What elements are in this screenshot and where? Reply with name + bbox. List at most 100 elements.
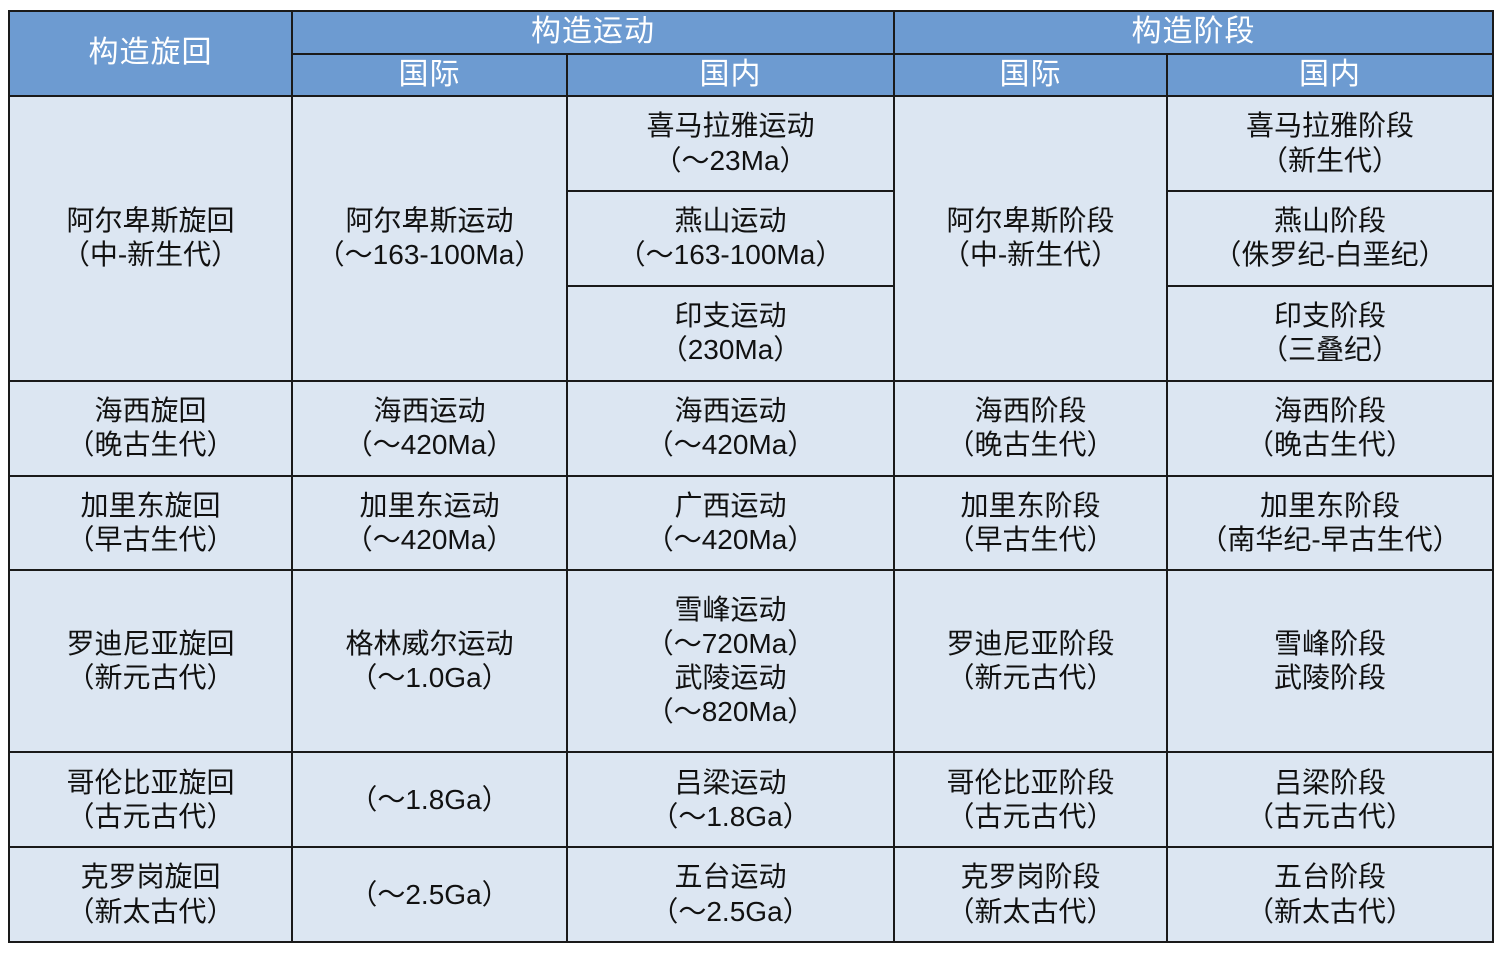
cell-line: 印支阶段 (1273, 300, 1386, 332)
cell-stage-domestic: 五台阶段 （新太古代） (1166, 846, 1494, 943)
cell-movement-domestic: 海西运动 （～420Ma） (566, 379, 895, 477)
cell-line: （～1.8Ga） (349, 783, 510, 815)
table-row: 罗迪尼亚旋回 （新元古代） 格林威尔运动 （～1.0Ga） 雪峰运动 （～720… (8, 569, 1494, 754)
cell-line: 五台阶段 (1273, 861, 1386, 893)
cell-line: 海西阶段 (1273, 394, 1386, 426)
cell-line: 海西旋回 (94, 394, 207, 426)
cell-line: 海西阶段 (974, 394, 1087, 426)
header-cycle: 构造旋回 (8, 9, 293, 98)
cell-line: 加里东旋回 (80, 489, 221, 521)
cell-movement-domestic: 五台运动 （～2.5Ga） (566, 846, 895, 943)
cell-line: 罗迪尼亚阶段 (946, 628, 1115, 660)
cell-line: （～1.8Ga） (650, 800, 811, 832)
cell-stage-international: 海西阶段 （晚古生代） (893, 379, 1168, 477)
cell-line: （古元古代） (1245, 800, 1414, 832)
cell-line: （～1.0Ga） (349, 662, 510, 694)
cell-line: （晚古生代） (1245, 429, 1414, 461)
tectonic-cycles-table: 构造旋回 构造运动 构造阶段 国际 国内 国际 国内 阿尔卑斯旋回 （中-新生代… (8, 9, 1494, 943)
cell-line: 哥伦比亚阶段 (946, 766, 1115, 798)
cell-line: 吕梁运动 (674, 766, 787, 798)
cell-line: 哥伦比亚旋回 (66, 766, 235, 798)
cell-line: （新太古代） (1245, 895, 1414, 927)
cell-line: （～720Ma） (645, 628, 816, 660)
cell-line: 阿尔卑斯运动 (345, 205, 514, 237)
cell-line: （～23Ma） (653, 144, 808, 176)
cell-line: 海西运动 (674, 394, 787, 426)
table-row: 印支运动 （230Ma） 印支阶段 （三叠纪） (9, 284, 1494, 382)
cell-cycle: 海西旋回 （晚古生代） (8, 379, 293, 477)
cell-cycle: 罗迪尼亚旋回 （新元古代） (8, 569, 293, 754)
cell-line: 燕山运动 (674, 205, 787, 237)
cell-cycle: 哥伦比亚旋回 （古元古代） (8, 751, 293, 849)
cell-movement-domestic: 印支运动 （230Ma） (566, 284, 895, 382)
cell-movement-domestic: 雪峰运动 （～720Ma） 武陵运动 （～820Ma） (566, 569, 895, 754)
cell-line: （～2.5Ga） (650, 895, 811, 927)
cell-line: 克罗岗阶段 (960, 861, 1101, 893)
header-stage-domestic: 国内 (1166, 52, 1494, 98)
cell-movement-international: （～2.5Ga） (291, 846, 568, 943)
header-stage-group: 构造阶段 (893, 10, 1494, 55)
header-row-bottom: 国际 国内 国际 国内 (9, 52, 1494, 98)
cell-line: （～420Ma） (645, 429, 816, 461)
cell-line: 吕梁阶段 (1273, 766, 1386, 798)
cell-line: 阿尔卑斯阶段 (946, 205, 1115, 237)
cell-line: （中-新生代） (941, 239, 1120, 271)
cell-line: （～420Ma） (344, 429, 515, 461)
cell-movement-domestic: 燕山运动 （～163-100Ma） (566, 190, 895, 287)
cell-line: 武陵运动 (674, 662, 787, 694)
cell-stage-domestic: 海西阶段 （晚古生代） (1166, 379, 1494, 477)
cell-stage-international: 阿尔卑斯阶段 （中-新生代） (893, 95, 1168, 382)
cell-movement-domestic: 喜马拉雅运动 （～23Ma） (566, 95, 895, 193)
cell-line: （～420Ma） (645, 523, 816, 555)
table-body: 阿尔卑斯旋回 （中-新生代） 阿尔卑斯运动 （～163-100Ma） 喜马拉雅运… (8, 95, 1494, 943)
cell-line: （早古生代） (66, 523, 235, 555)
cell-line: 武陵阶段 (1273, 662, 1386, 694)
cell-line: 喜马拉雅阶段 (1245, 110, 1414, 142)
cell-movement-international: 加里东运动 （～420Ma） (291, 474, 568, 572)
cell-line: （古元古代） (946, 800, 1115, 832)
cell-line: （侏罗纪-白垩纪） (1213, 239, 1447, 271)
cell-stage-international: 哥伦比亚阶段 （古元古代） (893, 751, 1168, 849)
cell-line: （古元古代） (66, 800, 235, 832)
cell-line: 雪峰阶段 (1273, 628, 1386, 660)
cell-line: （中-新生代） (61, 239, 240, 271)
cell-stage-international: 加里东阶段 （早古生代） (893, 474, 1168, 572)
cell-line: 罗迪尼亚旋回 (66, 628, 235, 660)
cell-line: 加里东阶段 (1259, 489, 1400, 521)
cell-line: （～163-100Ma） (617, 239, 844, 271)
cell-line: （新太古代） (66, 895, 235, 927)
cell-line: 五台运动 (674, 861, 787, 893)
cell-line: 阿尔卑斯旋回 (66, 205, 235, 237)
cell-stage-domestic: 雪峰阶段 武陵阶段 (1166, 569, 1494, 754)
cell-line: 喜马拉雅运动 (646, 110, 815, 142)
cell-movement-international: 海西运动 （～420Ma） (291, 379, 568, 477)
cell-stage-international: 罗迪尼亚阶段 （新元古代） (893, 569, 1168, 754)
cell-stage-domestic: 加里东阶段 （南华纪-早古生代） (1166, 474, 1494, 572)
table-row: 哥伦比亚旋回 （古元古代） （～1.8Ga） 吕梁运动 （～1.8Ga） 哥伦比… (8, 751, 1494, 849)
table-row: 阿尔卑斯旋回 （中-新生代） 阿尔卑斯运动 （～163-100Ma） 喜马拉雅运… (8, 95, 1494, 382)
cell-stage-domestic: 燕山阶段 （侏罗纪-白垩纪） (1166, 190, 1494, 287)
cell-line: 加里东阶段 (960, 489, 1101, 521)
cell-cycle: 加里东旋回 （早古生代） (8, 474, 293, 572)
cell-line: （230Ma） (659, 334, 802, 366)
cell-line: （～163-100Ma） (316, 239, 543, 271)
header-movement-domestic: 国内 (566, 52, 895, 98)
table-header: 构造旋回 构造运动 构造阶段 国际 国内 国际 国内 (8, 9, 1494, 98)
header-row-top: 构造旋回 构造运动 构造阶段 (8, 9, 1494, 98)
header-stage-international: 国际 (893, 52, 1168, 98)
cell-stage-domestic: 吕梁阶段 （古元古代） (1166, 751, 1494, 849)
cell-line: 印支运动 (674, 300, 787, 332)
cell-line: （晚古生代） (66, 429, 235, 461)
cell-line: （新太古代） (946, 895, 1115, 927)
cell-stage-domestic: 喜马拉雅阶段 （新生代） (1166, 95, 1494, 193)
table-row: 海西旋回 （晚古生代） 海西运动 （～420Ma） 海西运动 （～420Ma） … (8, 379, 1494, 477)
cell-line: （～2.5Ga） (349, 878, 510, 910)
table-row: 加里东旋回 （早古生代） 加里东运动 （～420Ma） 广西运动 （～420Ma… (8, 474, 1494, 572)
cell-stage-international: 克罗岗阶段 （新太古代） (893, 846, 1168, 943)
cell-line: （晚古生代） (946, 429, 1115, 461)
cell-line: （～420Ma） (344, 523, 515, 555)
cell-line: 广西运动 (674, 489, 787, 521)
cell-movement-international: 阿尔卑斯运动 （～163-100Ma） (291, 95, 568, 382)
cell-line: （南华纪-早古生代） (1199, 523, 1461, 555)
cell-line: （三叠纪） (1259, 334, 1400, 366)
